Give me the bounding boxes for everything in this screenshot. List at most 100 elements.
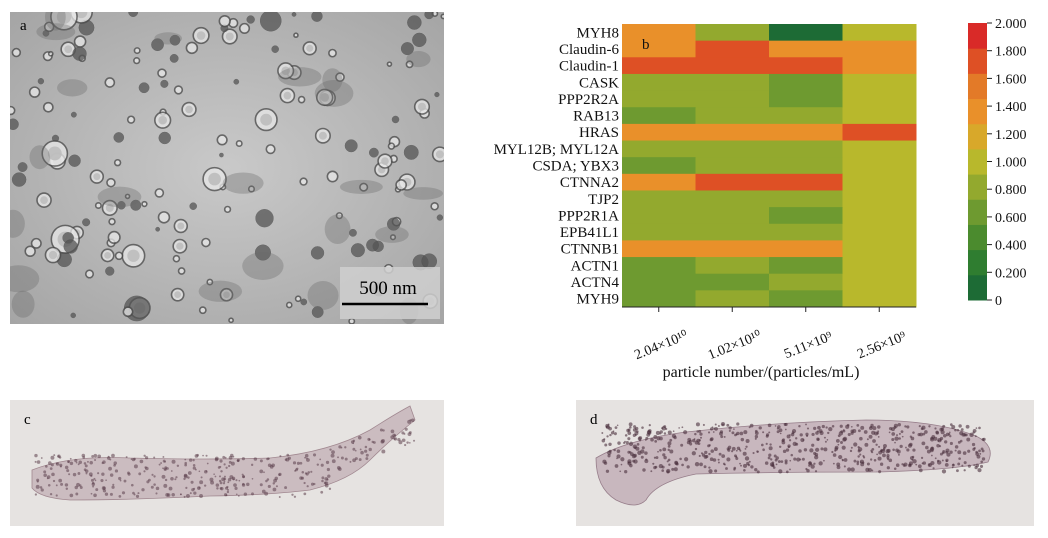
heatmap-cell [695,173,770,191]
colorbar-tick-label: 0.200 [995,266,1027,281]
heatmap-cell [695,57,770,75]
colorbar-swatch [968,199,987,225]
colorbar-swatch [968,23,987,49]
heatmap-cell [622,290,696,308]
colorbar-tick-label: 1.000 [995,156,1027,171]
colorbar-swatch [968,148,987,175]
heatmap-cell [769,123,843,142]
heatmap-cell [842,190,917,208]
heatmap-cell [622,240,696,258]
heatmap-cell [769,290,843,308]
heatmap-cell [842,140,917,158]
heatmap-cell [695,123,770,142]
row-label: HRAS [579,125,619,141]
histology-section-d: d [576,400,1034,526]
colorbar-tick-label: 1.200 [995,128,1027,143]
heatmap-cell [695,290,770,308]
colorbar-tick-label: 0.800 [995,183,1027,198]
column-label: 2.56×10⁹ [855,329,908,362]
tem-micrograph-panel: 500 nm a [0,0,448,325]
panel-letter-c: c [24,412,31,428]
heatmap-cell [769,223,843,241]
heatmap-cell [695,24,770,42]
row-label: PPP2R1A [558,208,619,224]
heatmap-cell [769,157,843,175]
row-label: RAB13 [573,109,619,125]
heatmap-cell [695,107,770,125]
heatmap-cell [622,123,696,142]
heatmap-cell [695,223,770,241]
heatmap-cell [769,273,843,291]
histology-section-c: c [10,400,444,526]
heatmap-cell [622,207,696,225]
heatmap-cell [695,140,770,158]
heatmap-cell [622,257,696,275]
tem-micrograph-image: 500 nm a [0,0,448,325]
heatmap-cell [842,257,917,275]
heatmap-cell [769,40,843,58]
heatmap-cell [769,207,843,225]
heatmap-cell [622,40,696,58]
row-label: ACTN4 [571,275,620,291]
colorbar-tick-label: 1.800 [995,45,1027,60]
heatmap-cell [769,24,843,42]
heatmap-cell [842,173,917,191]
colorbar-swatch [968,98,987,125]
heatmap-cell [842,107,917,125]
colorbar-swatch [968,123,987,150]
heatmap-cell [622,223,696,241]
column-label: 5.11×10⁹ [782,329,835,362]
heatmap-cell [842,123,917,142]
heatmap-cell [695,40,770,58]
heatmap-cell [842,290,917,308]
heatmap-column-labels: 2.04×10¹⁰ 1.02×10¹⁰ 5.11×10⁹ 2.56×10⁹ [633,328,909,363]
row-label: MYH9 [576,292,619,308]
histology-image-d: d [576,400,1034,526]
heatmap-cell [695,73,770,92]
colorbar-tick-label: 0 [995,294,1002,309]
panel-letter-d: d [590,412,598,428]
heatmap-chart: MYH8Claudin-6Claudin-1CASKPPP2R2ARAB13HR… [494,17,1027,381]
heatmap-cell [769,107,843,125]
heatmap-cell [622,273,696,291]
heatmap-cell [769,140,843,158]
colorbar-swatch [968,249,987,276]
heatmap-cell [769,240,843,258]
row-label: EPB41L1 [560,225,619,241]
row-label: MYL12B; MYL12A [494,142,620,158]
heatmap-cell [842,73,917,92]
colorbar-swatch [968,174,987,200]
heatmap-row-labels: MYH8Claudin-6Claudin-1CASKPPP2R2ARAB13HR… [494,25,620,307]
colorbar-tick-label: 1.600 [995,72,1027,87]
heatmap-cell [842,223,917,241]
heatmap-cells [622,24,917,312]
x-axis-title: particle number/(particles/mL) [663,364,860,381]
heatmap-cell [842,57,917,75]
heatmap-cell [769,57,843,75]
colorbar-tick-label: 0.400 [995,239,1027,254]
heatmap-cell [842,157,917,175]
histology-image-c: c [10,400,444,526]
heatmap-cell [769,73,843,92]
row-label: PPP2R2A [558,92,619,108]
colorbar: 0 0.200 0.400 0.600 0.800 1.000 1.200 1.400 1.60… [968,17,1027,309]
heatmap-cell [695,157,770,175]
heatmap-cell [622,90,696,108]
heatmap-cell [695,90,770,108]
row-label: TJP2 [588,192,619,208]
colorbar-tick-label: 0.600 [995,211,1027,226]
row-label: Claudin-6 [559,42,619,58]
heatmap-cell [622,190,696,208]
heatmap-cell [622,107,696,125]
colorbar-tick-label: 2.000 [995,17,1027,32]
heatmap-cell [842,40,917,58]
heatmap-cell [622,173,696,191]
panel-letter-a: a [20,18,27,34]
row-label: CTNNA2 [560,175,619,191]
heatmap-cell [769,173,843,191]
row-label: ACTN1 [571,258,619,274]
heatmap-cell [769,190,843,208]
scale-bar-label: 500 nm [359,278,417,299]
row-label: CTNNB1 [561,242,619,258]
heatmap-cell [695,240,770,258]
